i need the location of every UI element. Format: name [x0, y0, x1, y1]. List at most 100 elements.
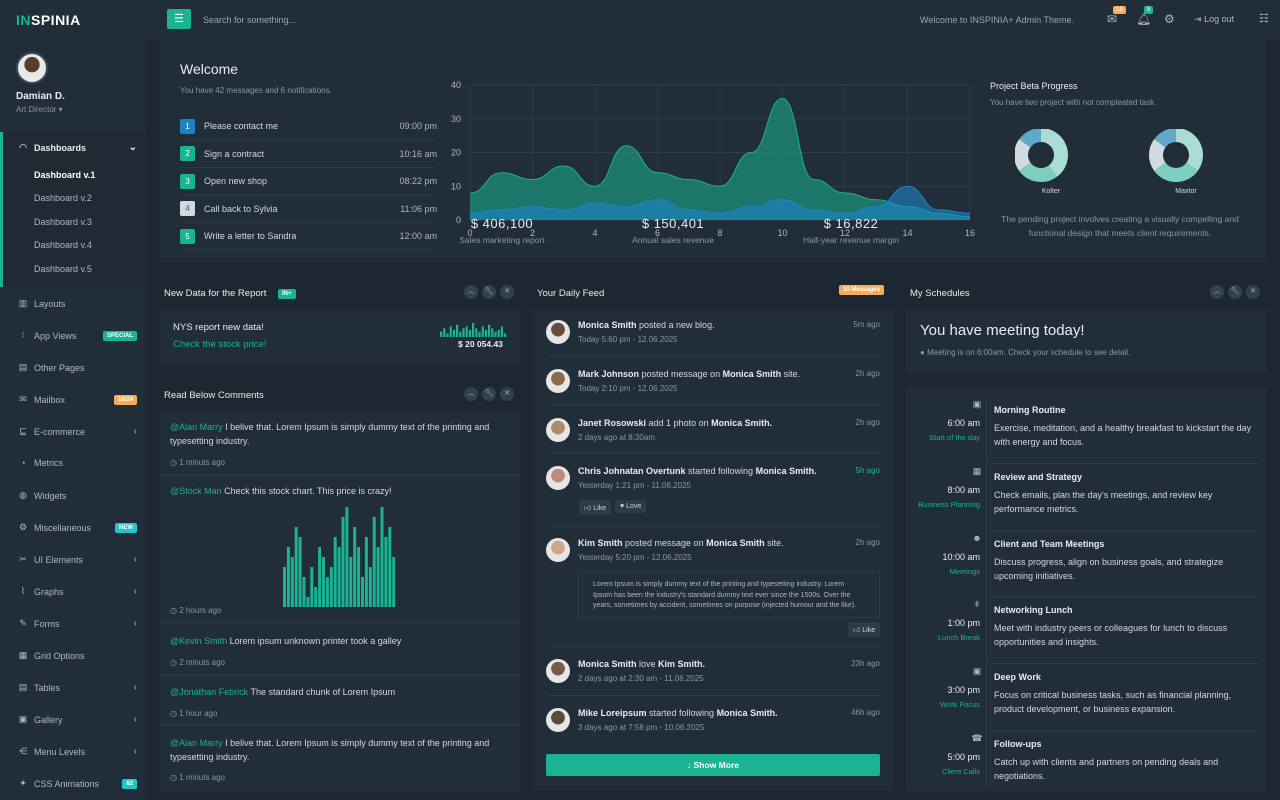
bell-icon[interactable]: 🔔︎ [1136, 12, 1152, 26]
task-item[interactable]: 2 Sign a contract 10:16 am [180, 141, 437, 168]
cutlery-icon: ǂ [974, 599, 980, 609]
sidebar-item-graphs[interactable]: ⌇ Graphs ‹ [17, 586, 137, 597]
task-item[interactable]: 4 Call back to Sylvia 11:06 pm [180, 196, 437, 223]
sidebar-item-forms[interactable]: ✎ Forms ‹ [17, 618, 137, 629]
sidebar-item-menu-levels[interactable]: ⋲ Menu Levels ‹ [17, 746, 138, 757]
feed-target[interactable]: Kim Smith. [658, 659, 706, 669]
gear-icon[interactable]: ⚙ [1164, 12, 1175, 26]
stock-price-link[interactable]: Check the stock price! [173, 339, 267, 350]
feed-user[interactable]: Chris Johnatan Overtunk [578, 466, 686, 476]
comment-user-link[interactable]: @Alan Marry [170, 738, 223, 748]
divider [990, 530, 1260, 531]
chevron-left-icon: ‹ [133, 714, 137, 725]
sidebar-item-widgets[interactable]: ◍ Widgets [17, 490, 137, 501]
sidebar-subitem-dashboard[interactable]: Dashboard v.3 [34, 216, 92, 227]
task-item[interactable]: 5 Write a letter to Sandra 12:00 am [180, 223, 437, 250]
wrench-icon[interactable]: 🔧︎ [482, 285, 496, 299]
avatar[interactable] [546, 659, 570, 683]
sidebar-item-app-views[interactable]: ⁝ App Views SPECIAL [17, 330, 137, 341]
feed-target[interactable]: Monica Smith. [755, 466, 817, 476]
feed-user[interactable]: Monica Smith [578, 320, 637, 330]
donut-charts [1015, 129, 1203, 182]
feed-target[interactable]: Monica Smith. [716, 708, 778, 718]
avatar[interactable] [546, 466, 570, 490]
feed-user[interactable]: Kim Smith [578, 538, 623, 548]
stat-value: $ 406,100 [470, 216, 534, 231]
task-label: Open new shop [204, 176, 268, 186]
show-more-button[interactable]: ↓ Show More [546, 754, 880, 776]
avatar[interactable] [546, 708, 570, 732]
sidebar-item-metrics[interactable]: ◔ Metrics [17, 458, 137, 468]
comment-user-link[interactable]: @Alan Marry [170, 422, 223, 432]
sidebar-subitem-dashboard[interactable]: Dashboard v.2 [34, 193, 92, 204]
stock-bar [294, 527, 298, 607]
search-input[interactable] [203, 15, 403, 25]
close-icon[interactable]: ✕ [500, 285, 514, 299]
sidebar-item-grid-options[interactable]: ▦ Grid Options [17, 650, 137, 661]
menu-toggle-button[interactable]: ☰ [167, 9, 191, 29]
avatar[interactable] [546, 538, 570, 562]
sidebar-item-tables[interactable]: ▤ Tables ‹ [17, 682, 137, 693]
clock-icon: ◷ [170, 658, 180, 667]
stock-bar [310, 567, 314, 607]
sidebar-item-ui-elements[interactable]: ✂ UI Elements ‹ [17, 554, 137, 565]
task-item[interactable]: 1 Please contact me 09:00 pm [180, 113, 437, 140]
avatar[interactable] [16, 52, 48, 84]
avatar[interactable] [546, 369, 570, 393]
feed-user[interactable]: Mike Loreipsum [578, 708, 647, 718]
logout-button[interactable]: ⇥ Log out [1194, 14, 1234, 25]
feed-target[interactable]: Monica Smith. [711, 418, 773, 428]
like-button[interactable]: 👍︎ Like [579, 500, 612, 515]
feed-action: posted message on [622, 538, 707, 548]
collapse-icon[interactable]: ︿ [464, 387, 478, 401]
list-icon[interactable]: ☷ [1259, 13, 1269, 25]
schedule-title: Deep Work [994, 672, 1041, 682]
wrench-icon[interactable]: 🔧︎ [482, 387, 496, 401]
sidebar-item-css-animations[interactable]: ✦ CSS Animations 62 [17, 778, 137, 789]
user-role: Art Director [16, 105, 57, 114]
chevron-left-icon: ‹ [133, 618, 137, 629]
close-icon[interactable]: ✕ [1246, 285, 1260, 299]
chevron-left-icon: ‹ [133, 682, 137, 693]
feed-user[interactable]: Janet Rosowski [578, 418, 647, 428]
feed-user[interactable]: Monica Smith [578, 659, 637, 669]
comment-time-text: 1 hour ago [179, 709, 218, 718]
sidebar-item-label: Menu Levels [34, 746, 86, 757]
feed-timestamp: Today 5:60 pm - 12.06.2025 [578, 335, 678, 344]
sidebar-item-gallery[interactable]: ▣ Gallery ‹ [17, 714, 137, 725]
feed-user[interactable]: Mark Johnson [578, 369, 640, 379]
comment-user-link[interactable]: @Jonathan Febrick [170, 687, 249, 697]
task-time: 09:00 pm [399, 121, 437, 131]
brand-logo[interactable]: INSPINIA [16, 12, 81, 28]
sidebar-item-miscellaneous[interactable]: ⚙ Miscellaneous NEW [17, 522, 137, 533]
sidebar-subitem-dashboard[interactable]: Dashboard v.5 [34, 263, 92, 274]
feed-tail: site. [781, 369, 801, 379]
collapse-icon[interactable]: ︿ [1210, 285, 1224, 299]
feed-target[interactable]: Monica Smith [722, 369, 782, 379]
comment-text: @Jonathan Febrick The standard chunk of … [170, 685, 510, 699]
sidebar-item-e-commerce[interactable]: ⊑ E-commerce ‹ [17, 426, 137, 437]
wrench-icon[interactable]: 🔧︎ [1228, 285, 1242, 299]
sidebar-item-label: Dashboards [34, 142, 87, 153]
envelope-icon[interactable]: ✉ [1107, 12, 1118, 26]
sidebar-item-mailbox[interactable]: ✉ Mailbox 16/24 [17, 394, 137, 405]
like-button[interactable]: 👍︎ Like [848, 622, 881, 637]
task-item[interactable]: 3 Open new shop 08:22 pm [180, 168, 437, 195]
sidebar-item-dashboards[interactable]: ◠ Dashboards ⌄ [17, 142, 137, 153]
user-role-dropdown[interactable]: Art Director ▾ [16, 105, 63, 114]
love-button[interactable]: ♥ Love [615, 500, 647, 513]
comment-user-link[interactable]: @Stock Man [170, 486, 222, 496]
schedule-category: Start of the day [929, 433, 980, 442]
comment-user-link[interactable]: @Kevin Smith [170, 636, 228, 646]
collapse-icon[interactable]: ︿ [464, 285, 478, 299]
close-icon[interactable]: ✕ [500, 387, 514, 401]
feed-target[interactable]: Monica Smith [706, 538, 765, 548]
sidebar-subitem-dashboard[interactable]: Dashboard v.1 [34, 170, 96, 180]
sidebar-item-layouts[interactable]: ▥ Layouts [17, 298, 137, 309]
avatar[interactable] [546, 320, 570, 344]
stat-block: $ 150,401 Annual sales revenue [583, 216, 763, 245]
avatar[interactable] [546, 418, 570, 442]
y-tick-label: 30 [451, 114, 461, 124]
sidebar-subitem-dashboard[interactable]: Dashboard v.4 [34, 240, 92, 251]
sidebar-item-other-pages[interactable]: ▤ Other Pages [17, 362, 137, 373]
